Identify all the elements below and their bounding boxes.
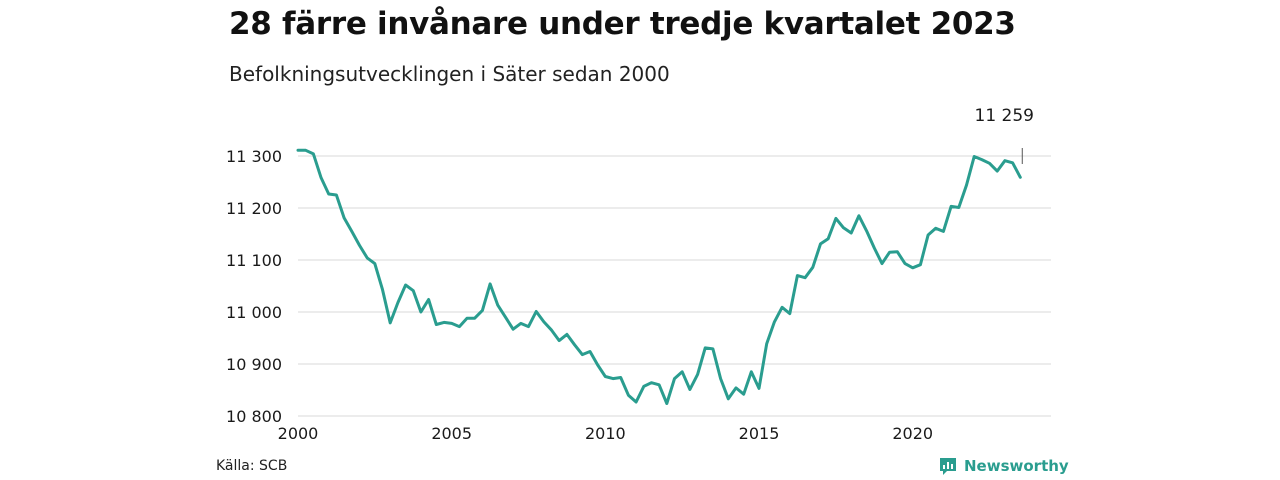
x-tick-labels: 2000 2005 2010 2015 2020: [278, 424, 933, 443]
gridlines: [298, 155, 1051, 417]
page-title: 28 färre invånare under tredje kvartalet…: [229, 6, 1016, 42]
y-tick-label: 11 200: [226, 199, 282, 218]
brand-name: Newsworthy: [964, 457, 1069, 475]
series-line: [296, 148, 1022, 405]
y-tick-label: 11 300: [226, 147, 282, 166]
x-tick-label: 2010: [585, 424, 626, 443]
x-tick-label: 2015: [739, 424, 780, 443]
y-tick-label: 11 100: [226, 251, 282, 270]
y-tick-label: 10 900: [226, 355, 282, 374]
y-tick-label: 10 800: [226, 407, 282, 426]
x-tick-label: 2020: [892, 424, 933, 443]
line-chart: 10 800 10 900 11 000 11 100 11 200 11 300 200…: [226, 106, 1051, 443]
series-group: [296, 148, 1022, 405]
source-note: Källa: SCB: [216, 458, 288, 474]
y-tick-label: 11 000: [226, 303, 282, 322]
newsworthy-logo-icon: [940, 458, 956, 475]
y-tick-labels: 10 800 10 900 11 000 11 100 11 200 11 300: [226, 147, 282, 426]
x-tick-label: 2000: [278, 424, 319, 443]
x-tick-label: 2005: [431, 424, 472, 443]
brand-logo[interactable]: Newsworthy: [938, 456, 1069, 476]
page-subtitle: Befolkningsutvecklingen i Säter sedan 20…: [229, 62, 670, 86]
last-value-label: 11 259: [975, 106, 1034, 126]
